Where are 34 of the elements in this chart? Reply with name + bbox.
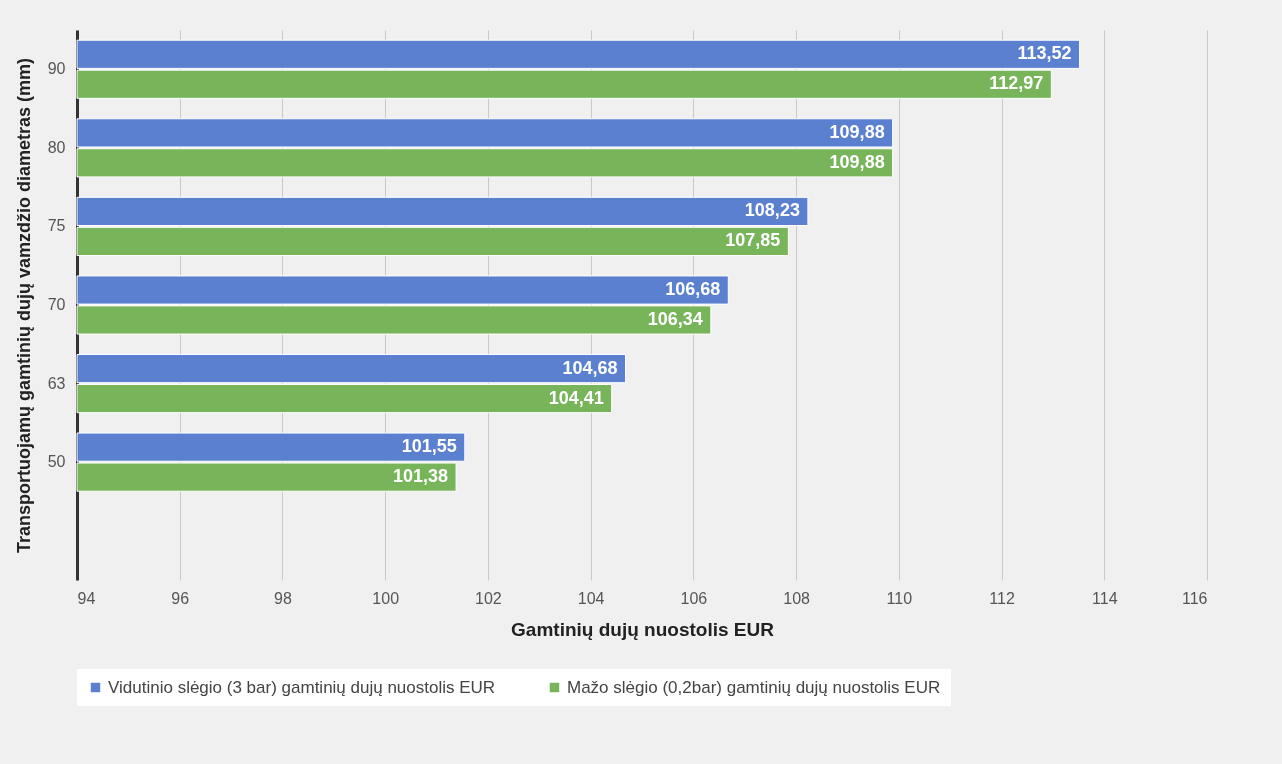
data-label: 107,85 <box>725 230 781 251</box>
y-tick-label: 75 <box>47 217 66 235</box>
x-tick-label: 96 <box>171 589 190 607</box>
y-axis-title: Transportuojamų gamtinių dujų vamzdžio diametras (mm) <box>13 57 34 554</box>
y-tick-label: 63 <box>47 374 66 392</box>
x-tick-label: 94 <box>77 589 96 607</box>
x-tick-label: 114 <box>1092 589 1118 607</box>
x-tick-label: 112 <box>989 589 1015 607</box>
x-tick-label: 98 <box>274 589 292 607</box>
x-tick-label: 102 <box>475 589 502 607</box>
y-tick-label: 50 <box>47 453 66 471</box>
y-tick-label: 80 <box>47 138 66 156</box>
data-label: 104,68 <box>562 357 618 378</box>
x-tick-label: 116 <box>1181 589 1208 607</box>
data-label: 104,41 <box>548 387 604 408</box>
data-label: 106,68 <box>665 279 721 300</box>
data-label: 109,88 <box>829 151 885 172</box>
x-tick-label: 100 <box>372 589 400 607</box>
data-label: 108,23 <box>744 200 800 221</box>
data-label: 109,88 <box>829 121 885 142</box>
x-tick-label: 106 <box>680 589 708 607</box>
data-label: 106,34 <box>647 308 703 329</box>
x-tick-label: 104 <box>577 589 605 607</box>
legend-label: Vidutinio slėgio (3 bar) gamtinių dujų nuostolis EUR <box>108 677 496 697</box>
data-label: 112,97 <box>989 73 1044 94</box>
legend-label: Mažo slėgio (0,2bar) gamtinių dujų nuostolis EUR <box>567 677 941 697</box>
data-label: 101,55 <box>401 436 457 457</box>
x-tick-label: 108 <box>783 589 811 607</box>
data-label: 101,38 <box>393 466 449 487</box>
x-tick-label: 110 <box>886 589 913 607</box>
y-tick-label: 70 <box>47 296 66 313</box>
data-label: 113,52 <box>1017 43 1072 64</box>
y-tick-label: 90 <box>47 60 66 78</box>
x-axis-title: Gamtinių dujų nuostolis EUR <box>511 618 775 640</box>
